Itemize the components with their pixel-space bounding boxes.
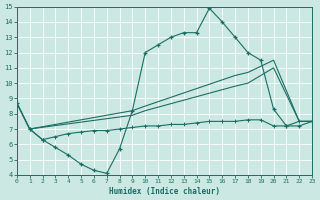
- X-axis label: Humidex (Indice chaleur): Humidex (Indice chaleur): [109, 187, 220, 196]
